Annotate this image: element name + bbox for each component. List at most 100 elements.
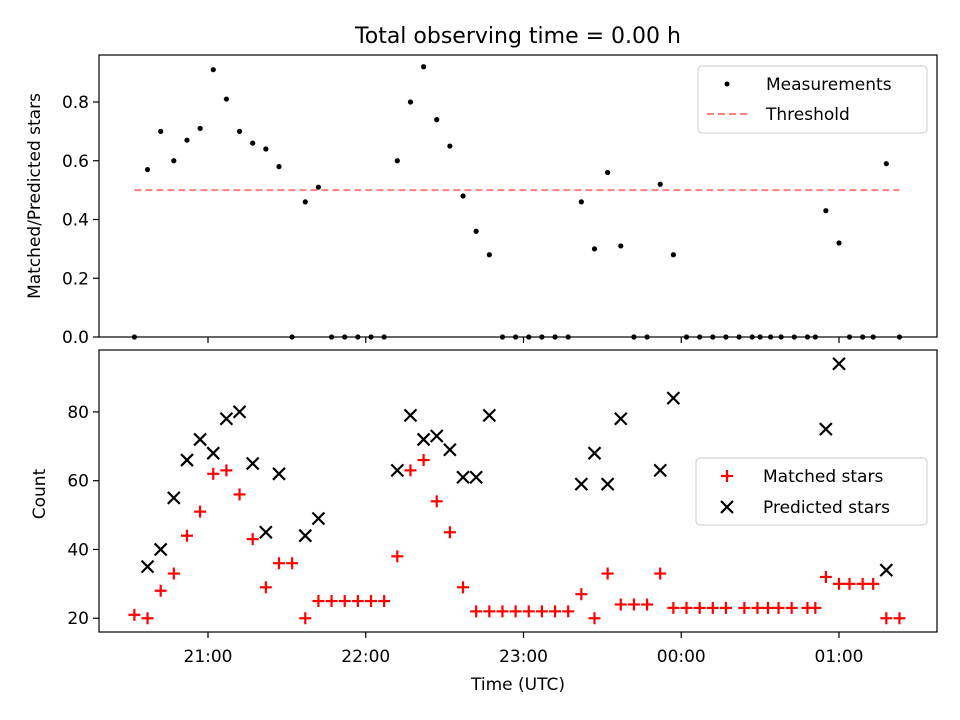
predicted-stars-point xyxy=(574,477,589,491)
y-tick-label: 20 xyxy=(67,609,89,629)
measurement-point xyxy=(315,184,322,190)
legend-matched-label: Matched stars xyxy=(763,467,883,487)
matched-stars-point xyxy=(601,567,614,580)
measurement-point xyxy=(883,161,889,167)
matched-stars-point xyxy=(128,608,141,621)
matched-stars-point xyxy=(378,595,391,608)
top-legend-box xyxy=(697,65,928,134)
x-tick-label: 21:00 xyxy=(184,647,233,667)
bottom-y-axis-label: Count xyxy=(30,468,50,519)
bottom-x-ticks: 21:00 22:00 23:00 00:00 01:00 xyxy=(184,632,864,667)
measurement-point xyxy=(486,252,492,258)
predicted-stars-point xyxy=(456,470,470,485)
measurement-point xyxy=(171,158,177,164)
bottom-panel: 20 40 60 80 21:00 22:00 23:00 00:00 01:00 Count… xyxy=(30,349,938,695)
matched-stars-point xyxy=(738,601,751,614)
predicted-stars-point xyxy=(832,356,846,371)
predicted-stars-point xyxy=(206,446,221,460)
measurement-point xyxy=(618,243,624,249)
predicted-stars-point xyxy=(311,511,326,526)
legend-threshold-label: Threshold xyxy=(765,105,850,125)
measurement-point xyxy=(657,181,663,187)
matched-stars-point xyxy=(680,601,693,614)
measurement-point xyxy=(447,143,453,149)
measurement-point xyxy=(578,199,584,205)
matched-stars-point xyxy=(220,464,233,477)
matched-stars-point xyxy=(259,581,272,594)
matched-stars-point xyxy=(272,557,285,570)
legend-matched-marker xyxy=(721,470,733,482)
predicted-stars-point xyxy=(653,463,667,478)
legend-measurements-label: Measurements xyxy=(766,75,892,95)
predicted-stars-point xyxy=(879,563,894,577)
y-tick-label: 60 xyxy=(67,472,89,492)
matched-stars-point xyxy=(194,505,207,518)
matched-stars-point xyxy=(549,605,562,618)
matched-stars-point xyxy=(391,550,404,563)
bottom-legend-box xyxy=(695,457,928,526)
matched-stars-point xyxy=(833,577,845,590)
predicted-stars-point xyxy=(587,446,602,460)
measurement-point xyxy=(236,128,243,134)
measurement-point xyxy=(823,208,829,214)
predicted-stars-point xyxy=(416,432,431,447)
matched-stars-point xyxy=(404,464,417,477)
top-panel: 0.00.20.40.60.8 Matched/Predicted stars … xyxy=(25,54,938,348)
matched-stars-point xyxy=(893,612,906,625)
bottom-y-ticks: 20 40 60 80 xyxy=(67,403,99,629)
legend-predicted-label: Predicted stars xyxy=(763,498,890,518)
predicted-stars-point xyxy=(443,442,457,457)
x-tick-label: 01:00 xyxy=(815,647,864,667)
matched-stars-point xyxy=(233,488,246,501)
measurement-point xyxy=(197,125,203,132)
matched-stars-point xyxy=(496,605,509,618)
measurement-point xyxy=(394,158,400,164)
predicted-stars-point xyxy=(469,470,483,485)
y-tick-label: 0.0 xyxy=(62,328,89,348)
predicted-stars-point xyxy=(272,467,286,481)
matched-stars-point xyxy=(535,605,548,618)
measurement-point xyxy=(223,96,230,102)
matched-stars-point xyxy=(641,598,654,611)
measurement-point xyxy=(158,128,164,134)
measurement-point xyxy=(670,252,676,258)
predicted-stars-point xyxy=(245,456,260,471)
matched-stars-point xyxy=(509,605,522,618)
measurement-point xyxy=(591,246,598,252)
matched-stars-point xyxy=(693,601,706,614)
counts-plot-area xyxy=(128,356,906,625)
matched-stars-point xyxy=(351,595,364,608)
matched-stars-point xyxy=(575,588,588,601)
predicted-stars-point xyxy=(819,422,833,436)
matched-stars-point xyxy=(614,598,627,611)
predicted-stars-point xyxy=(180,453,194,467)
matched-stars-point xyxy=(246,533,259,546)
measurement-point xyxy=(605,169,611,176)
matched-stars-point xyxy=(167,567,180,580)
matched-stars-point xyxy=(654,567,667,580)
matched-stars-point xyxy=(819,570,832,583)
y-tick-label: 0.6 xyxy=(62,152,89,172)
legend-predicted-marker xyxy=(720,500,734,514)
matched-stars-point xyxy=(154,584,167,597)
matched-stars-point xyxy=(443,526,456,539)
top-x-ticks xyxy=(207,337,840,343)
matched-stars-point xyxy=(457,581,470,594)
matched-stars-point xyxy=(867,577,880,590)
matched-stars-point xyxy=(667,601,680,614)
y-tick-label: 0.2 xyxy=(62,269,89,289)
measurement-point xyxy=(276,164,282,170)
bottom-legend: Matched stars Predicted stars xyxy=(695,457,928,526)
matched-stars-point xyxy=(588,612,601,625)
matched-stars-point xyxy=(856,577,869,590)
predicted-stars-point xyxy=(167,491,181,505)
matched-stars-point xyxy=(562,605,575,618)
matched-stars-point xyxy=(522,605,535,618)
x-axis-label: Time (UTC) xyxy=(470,675,565,695)
measurement-point xyxy=(263,146,269,152)
measurement-point xyxy=(420,64,427,70)
measurement-point xyxy=(302,199,308,205)
predicted-stars-point xyxy=(219,412,234,426)
predicted-stars-point xyxy=(600,477,615,491)
